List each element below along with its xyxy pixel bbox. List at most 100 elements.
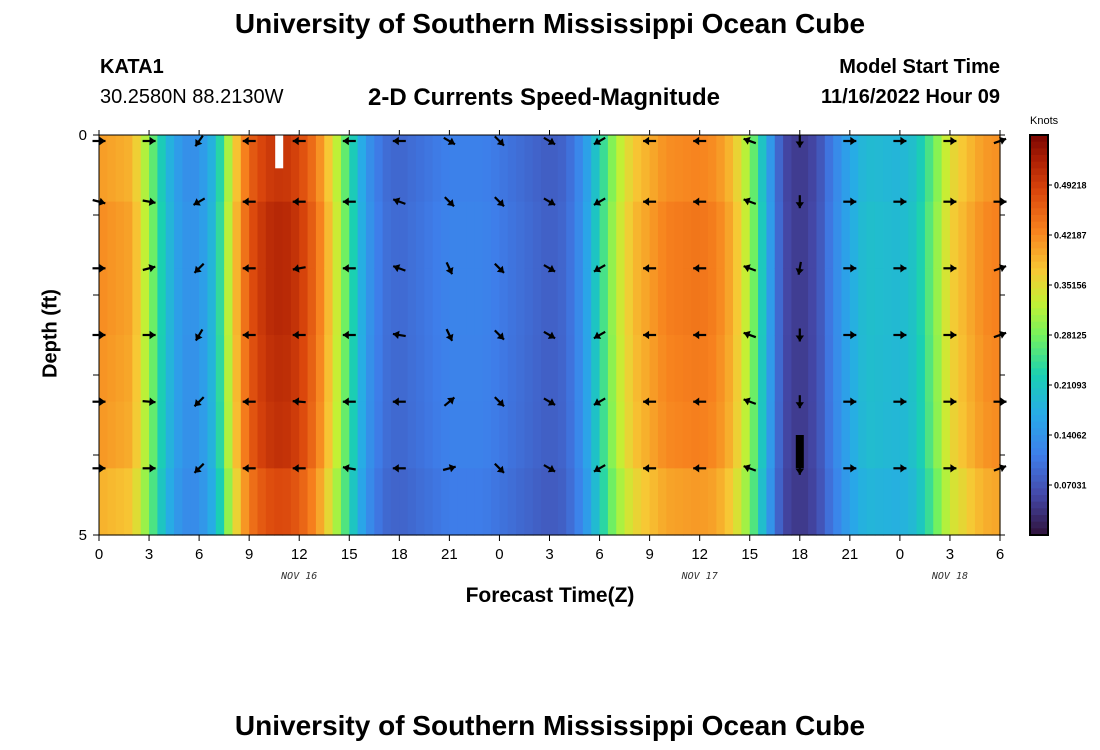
heatmap-cell [124, 401, 133, 469]
current-arrow [795, 134, 804, 148]
heatmap-cell [666, 335, 676, 403]
current-arrow [543, 397, 556, 406]
heatmap-cell [908, 135, 918, 203]
heatmap-cell [808, 401, 818, 469]
heatmap-cell [207, 468, 217, 536]
heatmap-cell [641, 335, 651, 403]
current-arrow [142, 330, 156, 340]
heatmap-cell [282, 201, 292, 269]
heatmap-cell [874, 135, 884, 203]
heatmap-cell [749, 201, 759, 269]
missing-data-marker [275, 135, 284, 169]
current-arrow [795, 261, 804, 275]
current-arrow [494, 196, 505, 208]
heatmap-cell [924, 335, 934, 403]
heatmap-cell [874, 201, 884, 269]
heatmap-cell [582, 401, 592, 469]
heatmap-cell [390, 468, 400, 536]
heatmap-cell [607, 468, 617, 536]
colorbar-segment [1030, 435, 1048, 443]
heatmap-cell [674, 135, 684, 203]
heatmap-cell [416, 268, 425, 336]
heatmap-cell [916, 335, 926, 403]
heatmap-cell [199, 135, 209, 203]
heatmap-cell [499, 468, 509, 536]
heatmap-cell [466, 201, 476, 269]
heatmap-cell [390, 335, 400, 403]
current-arrow [242, 397, 256, 406]
current-arrow [693, 464, 707, 473]
heatmap-cell [799, 401, 809, 469]
heatmap-cell [741, 135, 751, 203]
heatmap-cell [616, 335, 626, 403]
heatmap-cell [724, 201, 734, 269]
current-arrow [993, 397, 1007, 406]
heatmap-cell [574, 401, 584, 469]
current-arrow [445, 261, 454, 275]
heatmap-cell [841, 135, 851, 203]
colorbar-segment [1030, 515, 1048, 523]
heatmap-cell [799, 135, 809, 203]
current-arrow [743, 464, 757, 473]
heatmap-cell [207, 335, 217, 403]
heatmap-cell [257, 135, 267, 203]
heatmap-cell [699, 335, 709, 403]
heatmap-cell [549, 135, 559, 203]
heatmap-cell [132, 201, 142, 269]
current-arrow [193, 396, 205, 408]
heatmap-cell [966, 335, 976, 403]
current-arrow [993, 264, 1007, 273]
heatmap-cell [382, 335, 392, 403]
heatmap-cell [349, 135, 359, 203]
colorbar-segment [1030, 481, 1048, 489]
heatmap-cell [949, 401, 959, 469]
heatmap-cell [482, 401, 492, 469]
heatmap-cell [449, 268, 459, 336]
current-arrow [494, 329, 505, 341]
heatmap-cell [758, 401, 767, 469]
current-arrow [92, 464, 106, 473]
colorbar-segment [1030, 375, 1048, 383]
heatmap-cell [474, 201, 484, 269]
heatmap-cell [499, 268, 509, 336]
colorbar-segment [1030, 355, 1048, 363]
colorbar-segment [1030, 395, 1048, 403]
current-arrow [593, 197, 606, 206]
heatmap-cell [532, 201, 542, 269]
heatmap-cell [599, 401, 609, 469]
heatmap-cell [365, 201, 375, 269]
heatmap-cell [708, 335, 717, 403]
current-arrow [893, 464, 907, 473]
heatmap-cell [240, 468, 250, 536]
heatmap-cell [532, 468, 542, 536]
heatmap-cell [199, 468, 209, 536]
heatmap-cell [249, 335, 259, 403]
heatmap-cell [849, 401, 859, 469]
heatmap-cell [324, 268, 334, 336]
heatmap-cell [332, 135, 342, 203]
heatmap-cell [157, 401, 167, 469]
heatmap-cell [708, 268, 717, 336]
heatmap-cell [224, 468, 234, 536]
current-arrow [443, 136, 456, 146]
heatmap-cell [466, 468, 476, 536]
heatmap-cell [791, 268, 801, 336]
heatmap-cell [466, 401, 476, 469]
heatmap-cell [165, 201, 175, 269]
heatmap-cell [449, 335, 459, 403]
colorbar-segment [1030, 381, 1048, 389]
heatmap-cell [557, 268, 567, 336]
colorbar-segment [1030, 415, 1048, 423]
x-tick-label: 9 [645, 546, 653, 563]
heatmap-cell [591, 468, 601, 536]
heatmap-cell [958, 401, 968, 469]
current-arrow [643, 197, 657, 206]
heatmap-cell [390, 135, 400, 203]
heatmap-cell [424, 468, 434, 536]
heatmap-cell [432, 268, 442, 336]
current-arrow [292, 397, 306, 406]
heatmap-cell [649, 401, 659, 469]
heatmap-cell [249, 268, 259, 336]
heatmap-cell [941, 201, 951, 269]
heatmap-cell [407, 135, 417, 203]
